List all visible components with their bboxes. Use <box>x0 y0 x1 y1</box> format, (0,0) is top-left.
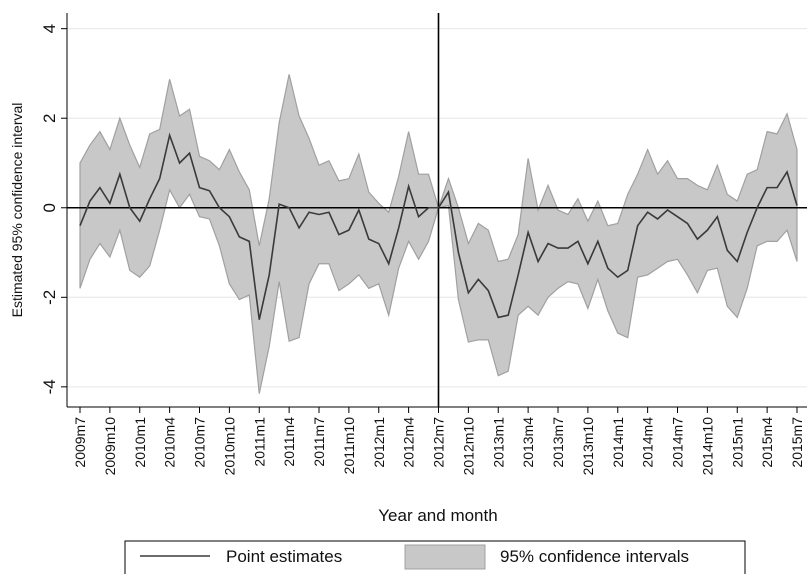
x-tick-label: 2010m4 <box>162 417 178 468</box>
x-tick-label: 2014m1 <box>610 417 626 468</box>
y-tick-label: 2 <box>40 113 59 122</box>
x-tick-label: 2015m7 <box>789 417 805 468</box>
legend-label: 95% confidence intervals <box>500 547 689 566</box>
y-tick-label: 4 <box>40 24 59 33</box>
x-tick-label: 2012m10 <box>460 417 476 476</box>
x-tick-label: 2014m4 <box>640 417 656 468</box>
x-axis-title: Year and month <box>378 506 497 525</box>
x-tick-label: 2013m4 <box>520 417 536 468</box>
x-tick-label: 2011m10 <box>341 417 357 475</box>
x-tick-label: 2012m7 <box>431 417 447 468</box>
x-tick-label: 2015m1 <box>729 417 745 468</box>
x-tick-label: 2012m1 <box>371 417 387 468</box>
x-tick-label: 2014m10 <box>699 417 715 476</box>
legend-swatch <box>404 544 486 570</box>
legend-label: Point estimates <box>226 547 342 566</box>
x-tick-label: 2012m4 <box>401 417 417 468</box>
x-tick-label: 2010m10 <box>221 417 237 476</box>
x-tick-label: 2011m4 <box>281 417 297 467</box>
x-tick-label: 2014m7 <box>670 417 686 468</box>
point-estimate-line <box>79 132 798 320</box>
y-tick-label: 0 <box>40 203 59 212</box>
x-tick-label: 2010m7 <box>192 417 208 468</box>
x-tick-label: 2011m1 <box>251 417 267 467</box>
x-tick-label: 2015m4 <box>759 417 775 468</box>
y-tick-label: -4 <box>40 379 59 394</box>
x-tick-label: 2013m1 <box>490 417 506 468</box>
y-axis-title: Estimated 95% confidence interval <box>9 103 25 318</box>
x-tick-label: 2010m1 <box>132 417 148 468</box>
x-tick-label: 2009m7 <box>72 417 88 468</box>
x-tick-label: 2013m7 <box>550 417 566 468</box>
y-tick-label: -2 <box>40 290 59 305</box>
x-tick-label: 2011m7 <box>311 417 327 467</box>
x-tick-label: 2009m10 <box>102 417 118 476</box>
x-tick-label: 2013m10 <box>580 417 596 476</box>
